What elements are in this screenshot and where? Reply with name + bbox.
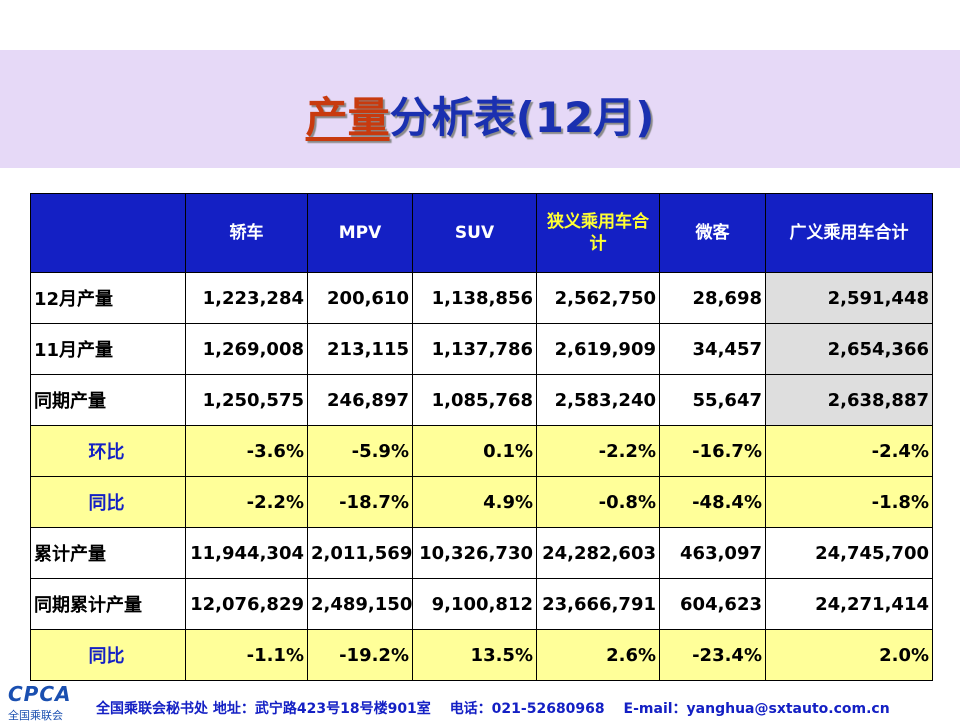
table-cell: -18.7% <box>307 476 413 528</box>
table-cell: -19.2% <box>307 629 413 681</box>
table-row: 同比 -2.2% -18.7% 4.9% -0.8% -48.4% -1.8% <box>30 476 933 528</box>
table-cell: 2.6% <box>536 629 660 681</box>
row-label: 累计产量 <box>30 527 186 579</box>
table-cell: 1,223,284 <box>185 272 308 324</box>
table-cell: -2.4% <box>765 425 933 477</box>
table-cell: -1.8% <box>765 476 933 528</box>
footer-contact: 全国乘联会秘书处 地址：武宁路423号18号楼901室 电话：021-52680… <box>96 698 904 718</box>
table-cell: 12,076,829 <box>185 578 308 630</box>
table-cell: -5.9% <box>307 425 413 477</box>
table-cell: -23.4% <box>659 629 766 681</box>
table-cell: 34,457 <box>659 323 766 375</box>
title-rest: 分析表(12月) <box>389 93 655 142</box>
row-label: 12月产量 <box>30 272 186 324</box>
table-cell: 1,137,786 <box>412 323 537 375</box>
header-cell-suv: SUV <box>412 193 537 273</box>
table-cell: 213,115 <box>307 323 413 375</box>
table-cell: 4.9% <box>412 476 537 528</box>
production-table: 轿车 MPV SUV 狭义乘用车合计 微客 广义乘用车合计 12月产量 1,223… <box>30 193 933 681</box>
table-cell: 1,138,856 <box>412 272 537 324</box>
table-row: 11月产量 1,269,008 213,115 1,137,786 2,619,909 3… <box>30 323 933 375</box>
table-row: 同期产量 1,250,575 246,897 1,085,768 2,583,240 55… <box>30 374 933 426</box>
table-row: 同期累计产量 12,076,829 2,489,150 9,100,812 23,666… <box>30 578 933 630</box>
footer-phone: 电话：021-52680968 <box>449 701 605 717</box>
table-cell: 24,745,700 <box>765 527 933 579</box>
table-row: 同比 -1.1% -19.2% 13.5% 2.6% -23.4% 2.0% <box>30 629 933 681</box>
table-cell: 28,698 <box>659 272 766 324</box>
title-banner <box>0 50 960 168</box>
table-cell: -0.8% <box>536 476 660 528</box>
footer-address: 全国乘联会秘书处 地址：武宁路423号18号楼901室 <box>96 701 431 717</box>
header-cell-sedan: 轿车 <box>185 193 308 273</box>
table-cell: 2,619,909 <box>536 323 660 375</box>
table-cell: -3.6% <box>185 425 308 477</box>
table-cell: 2,654,366 <box>765 323 933 375</box>
table-cell: 2.0% <box>765 629 933 681</box>
table-cell: 463,097 <box>659 527 766 579</box>
table-cell: -1.1% <box>185 629 308 681</box>
row-label: 环比 <box>30 425 186 477</box>
logo-sub: 全国乘联会 <box>8 709 63 722</box>
table-row: 累计产量 11,944,304 2,011,569 10,326,730 24,282,… <box>30 527 933 579</box>
row-label: 11月产量 <box>30 323 186 375</box>
table-cell: -2.2% <box>536 425 660 477</box>
title-highlight: 产量 <box>305 93 390 142</box>
table-cell: 23,666,791 <box>536 578 660 630</box>
table-cell: -48.4% <box>659 476 766 528</box>
row-label: 同期累计产量 <box>30 578 186 630</box>
header-cell-blank <box>30 193 186 273</box>
table-cell: 9,100,812 <box>412 578 537 630</box>
table-cell: 2,591,448 <box>765 272 933 324</box>
row-label: 同比 <box>30 629 186 681</box>
row-label: 同比 <box>30 476 186 528</box>
cpca-logo: CPCA 全国乘联会 <box>4 682 90 722</box>
table-header-row: 轿车 MPV SUV 狭义乘用车合计 微客 广义乘用车合计 <box>30 193 933 273</box>
table-cell: -2.2% <box>185 476 308 528</box>
table-cell: 1,085,768 <box>412 374 537 426</box>
table-cell: 2,489,150 <box>307 578 413 630</box>
table-cell: 0.1% <box>412 425 537 477</box>
row-label: 同期产量 <box>30 374 186 426</box>
table-cell: 13.5% <box>412 629 537 681</box>
header-cell-broad-total: 广义乘用车合计 <box>765 193 933 273</box>
table-cell: 55,647 <box>659 374 766 426</box>
table-cell: 2,562,750 <box>536 272 660 324</box>
table-cell: -16.7% <box>659 425 766 477</box>
table-cell: 24,282,603 <box>536 527 660 579</box>
table-cell: 2,583,240 <box>536 374 660 426</box>
table-cell: 11,944,304 <box>185 527 308 579</box>
table-row: 12月产量 1,223,284 200,610 1,138,856 2,562,750 2… <box>30 272 933 324</box>
table-cell: 1,269,008 <box>185 323 308 375</box>
table-cell: 2,638,887 <box>765 374 933 426</box>
table-cell: 200,610 <box>307 272 413 324</box>
logo-brand: CPCA <box>8 682 72 706</box>
page-title: 产量分析表(12月) <box>0 84 960 145</box>
footer-email: E-mail：yanghua@sxtauto.com.cn <box>623 701 890 717</box>
table-cell: 1,250,575 <box>185 374 308 426</box>
table-cell: 604,623 <box>659 578 766 630</box>
header-cell-narrow-total: 狭义乘用车合计 <box>536 193 660 273</box>
table-cell: 10,326,730 <box>412 527 537 579</box>
table-cell: 2,011,569 <box>307 527 413 579</box>
header-cell-mpv: MPV <box>307 193 413 273</box>
table-row: 环比 -3.6% -5.9% 0.1% -2.2% -16.7% -2.4% <box>30 425 933 477</box>
table-cell: 24,271,414 <box>765 578 933 630</box>
header-cell-minivan: 微客 <box>659 193 766 273</box>
table-cell: 246,897 <box>307 374 413 426</box>
